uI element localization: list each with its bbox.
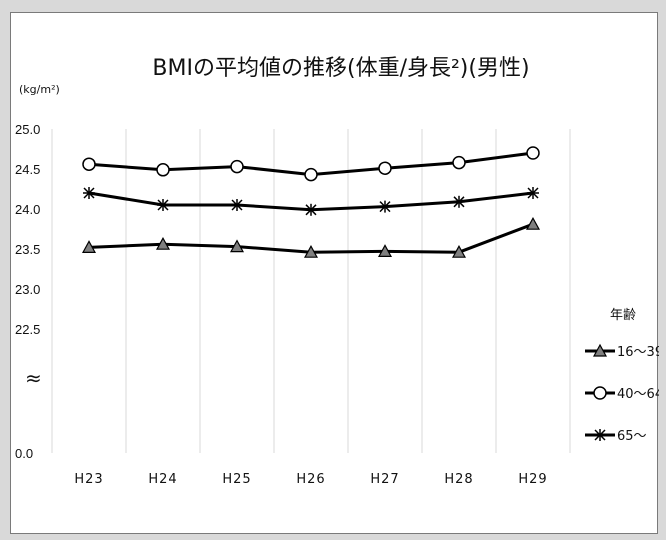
x-tick-label: H29 xyxy=(518,472,547,487)
chart-title: BMIの平均値の推移(体重/身長²)(男性) xyxy=(152,56,529,81)
bmi-line-chart: BMIの平均値の推移(体重/身長²)(男性) (kg/m²) 25.024.52… xyxy=(15,56,659,487)
legend-label: 40〜64 xyxy=(617,387,659,402)
y-tick-label: 22.5 xyxy=(15,322,40,337)
legend-item: 65〜 xyxy=(585,429,647,444)
series-circle xyxy=(82,146,540,182)
x-tick-label: H27 xyxy=(370,472,399,487)
chart-card: BMIの平均値の推移(体重/身長²)(男性) (kg/m²) 25.0 24.5 2… xyxy=(10,12,659,534)
y-tick-label: 0.0 xyxy=(15,446,33,461)
y-tick-label: 24.5 xyxy=(15,162,40,177)
series-triangle xyxy=(81,216,541,258)
y-tick-label: 24.0 xyxy=(15,202,40,217)
data-point-asterisk xyxy=(83,187,95,199)
y-tick-label: 23.5 xyxy=(15,242,40,257)
data-point-triangle xyxy=(451,244,467,258)
data-point-circle xyxy=(230,159,244,174)
data-point-asterisk xyxy=(527,187,539,199)
data-point-circle xyxy=(304,167,318,182)
data-point-triangle xyxy=(525,216,541,230)
x-tick-label: H26 xyxy=(296,472,325,487)
data-point-circle xyxy=(593,386,607,400)
x-axis-ticks: H23 H24 H25 H26 H27 H28 H29 xyxy=(74,472,547,487)
x-tick-label: H25 xyxy=(222,472,251,487)
grid-lines xyxy=(51,129,571,453)
legend-label: 16〜39 xyxy=(617,345,659,360)
series-asterisk xyxy=(83,187,539,216)
data-point-asterisk xyxy=(305,203,317,216)
legend-item: 16〜39 xyxy=(585,343,659,360)
data-point-circle xyxy=(156,163,170,177)
data-point-triangle xyxy=(592,343,608,357)
data-point-triangle xyxy=(81,240,97,253)
y-tick-label: 23.0 xyxy=(15,282,40,297)
data-point-asterisk xyxy=(379,200,391,213)
legend: 年齢 16〜39 40〜64 65〜 xyxy=(585,308,659,444)
data-point-asterisk xyxy=(231,199,243,211)
data-point-triangle xyxy=(155,236,171,250)
x-tick-label: H23 xyxy=(74,472,103,487)
data-point-circle xyxy=(378,161,392,175)
axis-break-symbol: ≈ xyxy=(25,366,42,390)
data-point-triangle xyxy=(377,244,393,257)
data-point-triangle xyxy=(229,239,245,253)
data-point-triangle xyxy=(303,244,319,258)
data-point-asterisk xyxy=(594,429,606,441)
legend-label: 65〜 xyxy=(617,429,647,444)
x-tick-label: H24 xyxy=(148,472,177,487)
data-point-circle xyxy=(82,157,96,171)
y-unit-label: (kg/m²) xyxy=(19,83,60,96)
data-point-circle xyxy=(452,155,466,170)
x-tick-label: H28 xyxy=(444,472,473,487)
data-point-asterisk xyxy=(157,199,169,211)
data-point-asterisk xyxy=(453,195,465,208)
series-group xyxy=(81,146,541,258)
legend-item: 40〜64 xyxy=(585,386,659,402)
data-point-circle xyxy=(526,146,540,160)
y-tick-label: 25.0 xyxy=(15,122,40,137)
legend-title: 年齢 xyxy=(610,308,636,323)
y-axis-ticks: 25.0 24.5 24.0 23.5 23.0 22.5 0.0 xyxy=(15,122,40,461)
